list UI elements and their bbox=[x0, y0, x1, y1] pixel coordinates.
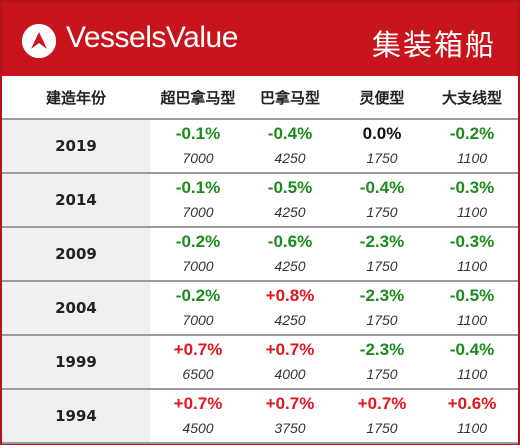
vessel-value: 1750 bbox=[366, 204, 398, 220]
vessel-value: 7000 bbox=[182, 204, 214, 220]
percent-change: -0.2% bbox=[175, 232, 221, 251]
percent-change: 0.0% bbox=[362, 124, 402, 143]
value-cell: -0.1% 7000 bbox=[152, 174, 244, 226]
value-cell: -2.3% 1750 bbox=[336, 282, 428, 334]
vessel-value: 4250 bbox=[274, 258, 306, 274]
value-cell: -0.1% 7000 bbox=[152, 120, 244, 172]
vessel-value: 4250 bbox=[274, 150, 306, 166]
percent-change: +0.8% bbox=[265, 286, 315, 305]
table-row: 1999 +0.7% 6500 +0.7% 4000 -2.3% 1750 -0.4% 1100 bbox=[2, 336, 518, 390]
percent-change: -0.6% bbox=[267, 232, 313, 251]
vessel-value: 1100 bbox=[456, 204, 488, 220]
table-row: 2009 -0.2% 7000 -0.6% 4250 -2.3% 1750 -0.3% 1100 bbox=[2, 228, 518, 282]
column-header-row: 建造年份 超巴拿马型 巴拿马型 灵便型 大支线型 bbox=[2, 76, 518, 120]
header-bar: VesselsValue 集装箱船 bbox=[2, 2, 518, 76]
percent-change: -0.2% bbox=[175, 286, 221, 305]
column-header-post-panamax: 超巴拿马型 bbox=[160, 89, 236, 107]
value-cell: +0.7% 4500 bbox=[152, 390, 244, 442]
value-cell: -0.5% 1100 bbox=[426, 282, 518, 334]
value-cell: +0.7% 3750 bbox=[244, 390, 336, 442]
value-cell: +0.7% 4000 bbox=[244, 336, 336, 388]
vessel-value: 1750 bbox=[366, 258, 398, 274]
percent-change: -0.3% bbox=[449, 232, 495, 251]
vessel-value: 1100 bbox=[456, 366, 488, 382]
percent-change: +0.7% bbox=[173, 340, 223, 359]
percent-change: -0.4% bbox=[267, 124, 313, 143]
column-header-panamax: 巴拿马型 bbox=[259, 89, 320, 107]
vessel-value: 1100 bbox=[456, 420, 488, 436]
value-cell: -0.4% 1750 bbox=[336, 174, 428, 226]
vessel-value: 3750 bbox=[274, 420, 306, 436]
value-cell: +0.7% 6500 bbox=[152, 336, 244, 388]
value-cell: -0.3% 1100 bbox=[426, 174, 518, 226]
value-cell: -2.3% 1750 bbox=[336, 228, 428, 280]
percent-change: -0.2% bbox=[449, 124, 495, 143]
value-cell: -0.5% 4250 bbox=[244, 174, 336, 226]
value-cell: -0.2% 7000 bbox=[152, 228, 244, 280]
brand-name: VesselsValue bbox=[66, 21, 238, 54]
percent-change: -0.1% bbox=[175, 124, 221, 143]
value-cell: -0.2% 7000 bbox=[152, 282, 244, 334]
percent-change: +0.7% bbox=[173, 394, 223, 413]
vessel-value: 1100 bbox=[456, 312, 488, 328]
vessel-value: 1100 bbox=[456, 150, 488, 166]
vessel-value: 6500 bbox=[182, 366, 214, 382]
vessel-value: 1750 bbox=[366, 312, 398, 328]
table-row: 2004 -0.2% 7000 +0.8% 4250 -2.3% 1750 -0.5% 1100 bbox=[2, 282, 518, 336]
percent-change: -0.5% bbox=[449, 286, 495, 305]
build-year-cell: 1994 bbox=[2, 390, 150, 442]
vessel-value: 7000 bbox=[182, 312, 214, 328]
percent-change: -2.3% bbox=[359, 232, 405, 251]
vessel-value: 4250 bbox=[274, 204, 306, 220]
vessel-value: 1750 bbox=[366, 366, 398, 382]
build-year-cell: 2014 bbox=[2, 174, 150, 226]
value-cell: -0.4% 1100 bbox=[426, 336, 518, 388]
vessel-value: 4000 bbox=[274, 366, 306, 382]
value-cell: -0.4% 4250 bbox=[244, 120, 336, 172]
percent-change: -2.3% bbox=[359, 286, 405, 305]
value-cell: -0.2% 1100 bbox=[426, 120, 518, 172]
percent-change: +0.6% bbox=[447, 394, 497, 413]
percent-change: -0.4% bbox=[449, 340, 495, 359]
vessel-value: 1750 bbox=[366, 150, 398, 166]
percent-change: +0.7% bbox=[265, 394, 315, 413]
column-header-handy: 灵便型 bbox=[359, 89, 405, 107]
table-row: 2014 -0.1% 7000 -0.5% 4250 -0.4% 1750 -0.3% 1100 bbox=[2, 174, 518, 228]
vessel-value: 4500 bbox=[182, 420, 214, 436]
percent-change: +0.7% bbox=[357, 394, 407, 413]
build-year-cell: 2019 bbox=[2, 120, 150, 172]
column-header-feedermax: 大支线型 bbox=[441, 89, 502, 107]
vessel-value: 4250 bbox=[274, 312, 306, 328]
value-cell: 0.0% 1750 bbox=[336, 120, 428, 172]
vessel-value: 1750 bbox=[366, 420, 398, 436]
value-cell: -0.6% 4250 bbox=[244, 228, 336, 280]
value-cell: +0.8% 4250 bbox=[244, 282, 336, 334]
build-year-cell: 2009 bbox=[2, 228, 150, 280]
percent-change: +0.7% bbox=[265, 340, 315, 359]
vesselsvalue-logo-icon bbox=[22, 24, 56, 58]
percent-change: -0.5% bbox=[267, 178, 313, 197]
percent-change: -0.1% bbox=[175, 178, 221, 197]
vessel-value: 1100 bbox=[456, 258, 488, 274]
vessel-value: 7000 bbox=[182, 150, 214, 166]
table-row: 1994 +0.7% 4500 +0.7% 3750 +0.7% 1750 +0.6% 1100 bbox=[2, 390, 518, 444]
column-header-build-year: 建造年份 bbox=[45, 89, 106, 107]
build-year-cell: 2004 bbox=[2, 282, 150, 334]
value-cell: -0.3% 1100 bbox=[426, 228, 518, 280]
value-cell: +0.7% 1750 bbox=[336, 390, 428, 442]
percent-change: -2.3% bbox=[359, 340, 405, 359]
page-title: 集装箱船 bbox=[371, 28, 496, 62]
table-row: 2019 -0.1% 7000 -0.4% 4250 0.0% 1750 -0.2% 1100 bbox=[2, 120, 518, 174]
percent-change: -0.3% bbox=[449, 178, 495, 197]
value-cell: +0.6% 1100 bbox=[426, 390, 518, 442]
percent-change: -0.4% bbox=[359, 178, 405, 197]
vessel-value: 7000 bbox=[182, 258, 214, 274]
build-year-cell: 1999 bbox=[2, 336, 150, 388]
value-cell: -2.3% 1750 bbox=[336, 336, 428, 388]
